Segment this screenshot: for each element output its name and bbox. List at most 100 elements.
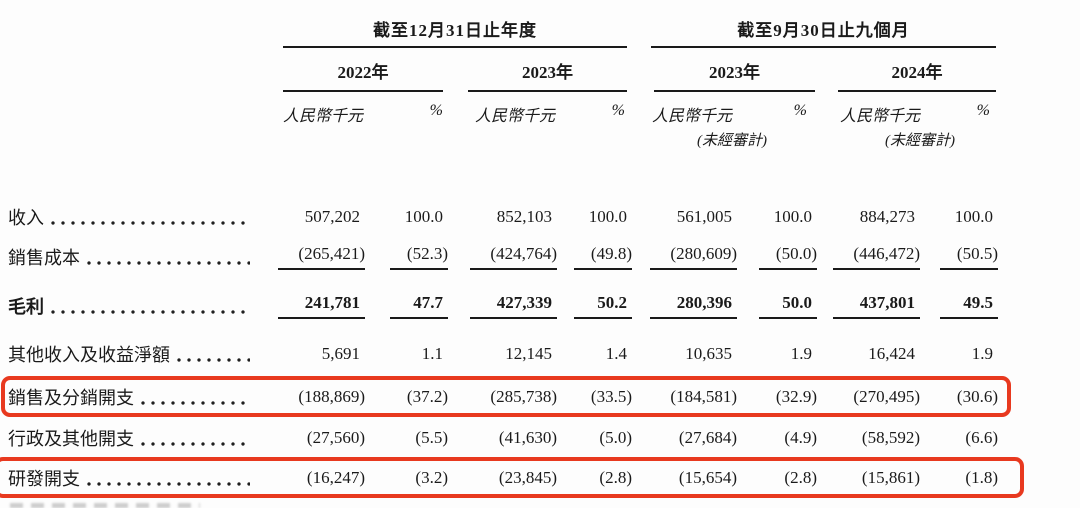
table-cell: 12,145 <box>448 344 557 364</box>
table-cell: (285,738) <box>448 387 557 407</box>
table-cell: (3.2) <box>365 468 448 488</box>
table-cell: (270,495) <box>817 387 920 407</box>
table-cell: 100.0 <box>737 207 817 227</box>
table-cell: 50.2 <box>557 293 632 319</box>
table-cell: (50.5) <box>920 244 998 270</box>
cell-value: (265,421) <box>278 244 365 270</box>
table-cell: (280,609) <box>632 244 737 270</box>
cell-value: (50.0) <box>759 244 817 270</box>
table-cell: (30.6) <box>920 387 998 407</box>
cell-value: 1.9 <box>790 344 812 363</box>
cell-value: (3.2) <box>415 468 448 487</box>
table-row: 銷售及分銷開支 (188,869) (37.2) (285,738) (33.5… <box>8 378 998 416</box>
percent-header-2: % <box>611 102 625 119</box>
cell-value: 561,005 <box>676 207 732 226</box>
cell-value: 852,103 <box>496 207 552 226</box>
table-row: 銷售成本 (265,421) (52.3) (424,764) (49.8) (… <box>8 238 998 276</box>
table-cell: 1.9 <box>737 344 817 364</box>
row-label: 毛利 <box>8 297 44 317</box>
table-cell: 280,396 <box>632 293 737 319</box>
cell-value: 1.9 <box>971 344 993 363</box>
cell-value: 1.1 <box>421 344 443 363</box>
cell-value: (37.2) <box>406 387 448 406</box>
cell-value: (6.6) <box>965 428 998 447</box>
table-row: 其他收入及收益淨額 5,691 1.1 12,145 1.4 10,635 1.… <box>8 335 998 373</box>
cell-value: (424,764) <box>470 244 557 270</box>
table-cell: (6.6) <box>920 428 998 448</box>
cell-value: (270,495) <box>853 387 920 406</box>
cell-value: (16,247) <box>306 468 365 487</box>
row-label-cell: 毛利 <box>8 287 278 325</box>
year-header-2022: 2022年 <box>283 58 443 92</box>
row-label: 銷售及分銷開支 <box>8 388 134 408</box>
table-row: 毛利 241,781 47.7 427,339 50.2 280,396 50.… <box>8 287 998 325</box>
cell-value: (446,472) <box>833 244 920 270</box>
percent-header-3: % <box>793 102 807 119</box>
dot-leader <box>141 442 250 446</box>
unit-header-3: 人民幣千元 <box>652 108 733 125</box>
cell-value: (32.9) <box>775 387 817 406</box>
cell-value: 12,145 <box>505 344 552 363</box>
table-cell: (37.2) <box>365 387 448 407</box>
row-label-cell: 研發開支 <box>8 459 278 497</box>
period-group-annual-rule <box>283 46 627 48</box>
cell-value: 100.0 <box>954 207 993 226</box>
table-cell: 852,103 <box>448 207 557 227</box>
table-row: 收入 507,202 100.0 852,103 100.0 561,005 1… <box>8 198 998 236</box>
cell-value: 10,635 <box>685 344 732 363</box>
table-cell: 1.9 <box>920 344 998 364</box>
cell-value: (4.9) <box>784 428 817 447</box>
table-row: 研發開支 (16,247) (3.2) (23,845) (2.8) (15,6… <box>8 459 998 497</box>
table-cell: (58,592) <box>817 428 920 448</box>
table-cell: (32.9) <box>737 387 817 407</box>
cell-value: 1.4 <box>605 344 627 363</box>
unit-header-4: 人民幣千元 <box>840 108 921 125</box>
table-cell: 100.0 <box>365 207 448 227</box>
table-cell: (15,861) <box>817 468 920 488</box>
unit-header-1: 人民幣千元 <box>283 108 364 125</box>
cell-value: (5.0) <box>599 428 632 447</box>
dot-leader <box>87 482 250 486</box>
row-label-cell: 其他收入及收益淨額 <box>8 335 278 373</box>
cell-value: 5,691 <box>321 344 360 363</box>
table-cell: (49.8) <box>557 244 632 270</box>
table-cell: 507,202 <box>278 207 365 227</box>
cell-value: 100.0 <box>588 207 627 226</box>
row-label-cell: 收入 <box>8 198 278 236</box>
table-cell: 241,781 <box>278 293 365 319</box>
cell-value: (49.8) <box>574 244 632 270</box>
cell-value: (1.8) <box>965 468 998 487</box>
cell-value: (23,845) <box>498 468 557 487</box>
cell-value: 50.0 <box>759 293 817 319</box>
cell-value: 427,339 <box>470 293 557 319</box>
table-cell: 1.4 <box>557 344 632 364</box>
row-label: 其他收入及收益淨額 <box>8 345 170 365</box>
period-group-ninemonth-title: 截至9月30日止九個月 <box>737 21 910 40</box>
percent-header-4: % <box>976 102 990 119</box>
cell-value: 50.2 <box>574 293 632 319</box>
cell-value: (188,869) <box>298 387 365 406</box>
cell-value: (15,654) <box>678 468 737 487</box>
table-cell: (52.3) <box>365 244 448 270</box>
table-cell: (41,630) <box>448 428 557 448</box>
cell-value: (15,861) <box>861 468 920 487</box>
cell-value: (27,684) <box>678 428 737 447</box>
table-cell: (446,472) <box>817 244 920 270</box>
table-cell: 10,635 <box>632 344 737 364</box>
cell-value: (50.5) <box>940 244 998 270</box>
table-cell: 16,424 <box>817 344 920 364</box>
cell-value: 507,202 <box>304 207 360 226</box>
cell-value: 100.0 <box>773 207 812 226</box>
year-header-2024: 2024年 <box>838 58 996 92</box>
unaudited-note-2023: (未經審計) <box>697 133 767 149</box>
cell-value: (27,560) <box>306 428 365 447</box>
cell-value: 437,801 <box>833 293 920 319</box>
cell-value: 49.5 <box>940 293 998 319</box>
cell-value: 280,396 <box>650 293 737 319</box>
cell-value: (30.6) <box>956 387 998 406</box>
table-cell: (27,684) <box>632 428 737 448</box>
period-group-ninemonth-rule <box>651 46 996 48</box>
period-group-annual-title: 截至12月31日止年度 <box>373 21 537 40</box>
cell-value: 884,273 <box>859 207 915 226</box>
row-label-cell: 行政及其他開支 <box>8 419 278 457</box>
